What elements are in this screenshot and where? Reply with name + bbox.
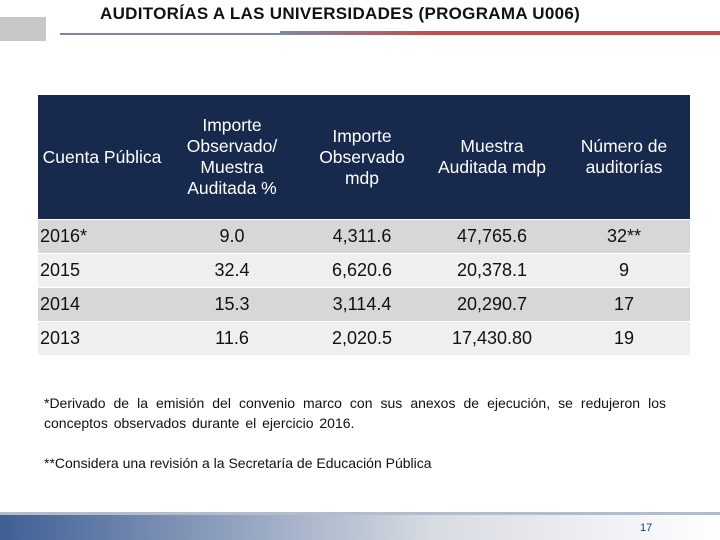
cell-year: 2016* xyxy=(38,219,166,254)
cell-pct: 11.6 xyxy=(166,321,298,355)
corner-accent-box xyxy=(0,17,46,41)
slide-title: AUDITORÍAS A LAS UNIVERSIDADES (PROGRAMA… xyxy=(100,4,581,23)
footer-bar xyxy=(0,515,720,540)
cell-auditorias: 9 xyxy=(558,253,690,288)
footnote-derivado: *Derivado de la emisión del convenio mar… xyxy=(44,395,666,431)
title-underline-left xyxy=(60,33,300,35)
cell-auditorias: 19 xyxy=(558,321,690,355)
header-numero-auditorias: Número de auditorías xyxy=(558,95,690,220)
header-muestra-auditada-mdp: Muestra Auditada mdp xyxy=(426,95,558,220)
cell-importe: 3,114.4 xyxy=(298,287,426,322)
table-row: 2016* 9.0 4,311.6 47,765.6 32** xyxy=(38,219,690,254)
cell-auditorias: 32** xyxy=(558,219,690,254)
table-row: 2015 32.4 6,620.6 20,378.1 9 xyxy=(38,253,690,288)
page-number: 17 xyxy=(640,522,653,534)
title-underline-right xyxy=(280,31,720,35)
cell-pct: 32.4 xyxy=(166,253,298,288)
cell-importe: 2,020.5 xyxy=(298,321,426,355)
footnote-considera: **Considera una revisión a la Secretaría… xyxy=(44,455,432,471)
cell-importe: 6,620.6 xyxy=(298,253,426,288)
cell-year: 2014 xyxy=(38,287,166,322)
audit-table: Cuenta Pública Importe Observado/ Muestr… xyxy=(38,95,690,355)
cell-muestra: 47,765.6 xyxy=(426,219,558,254)
header-cuenta-publica: Cuenta Pública xyxy=(38,95,166,220)
cell-muestra: 17,430.80 xyxy=(426,321,558,355)
cell-year: 2013 xyxy=(38,321,166,355)
cell-importe: 4,311.6 xyxy=(298,219,426,254)
cell-pct: 15.3 xyxy=(166,287,298,322)
table-header-row: Cuenta Pública Importe Observado/ Muestr… xyxy=(38,95,690,220)
footer-stripe xyxy=(0,512,720,515)
cell-auditorias: 17 xyxy=(558,287,690,322)
header-importe-observado-mdp: Importe Observado mdp xyxy=(298,95,426,220)
cell-year: 2015 xyxy=(38,253,166,288)
cell-pct: 9.0 xyxy=(166,219,298,254)
table-row: 2014 15.3 3,114.4 20,290.7 17 xyxy=(38,287,690,322)
table-row: 2013 11.6 2,020.5 17,430.80 19 xyxy=(38,321,690,355)
cell-muestra: 20,378.1 xyxy=(426,253,558,288)
header-importe-observado-pct: Importe Observado/ Muestra Auditada % xyxy=(166,95,298,220)
cell-muestra: 20,290.7 xyxy=(426,287,558,322)
